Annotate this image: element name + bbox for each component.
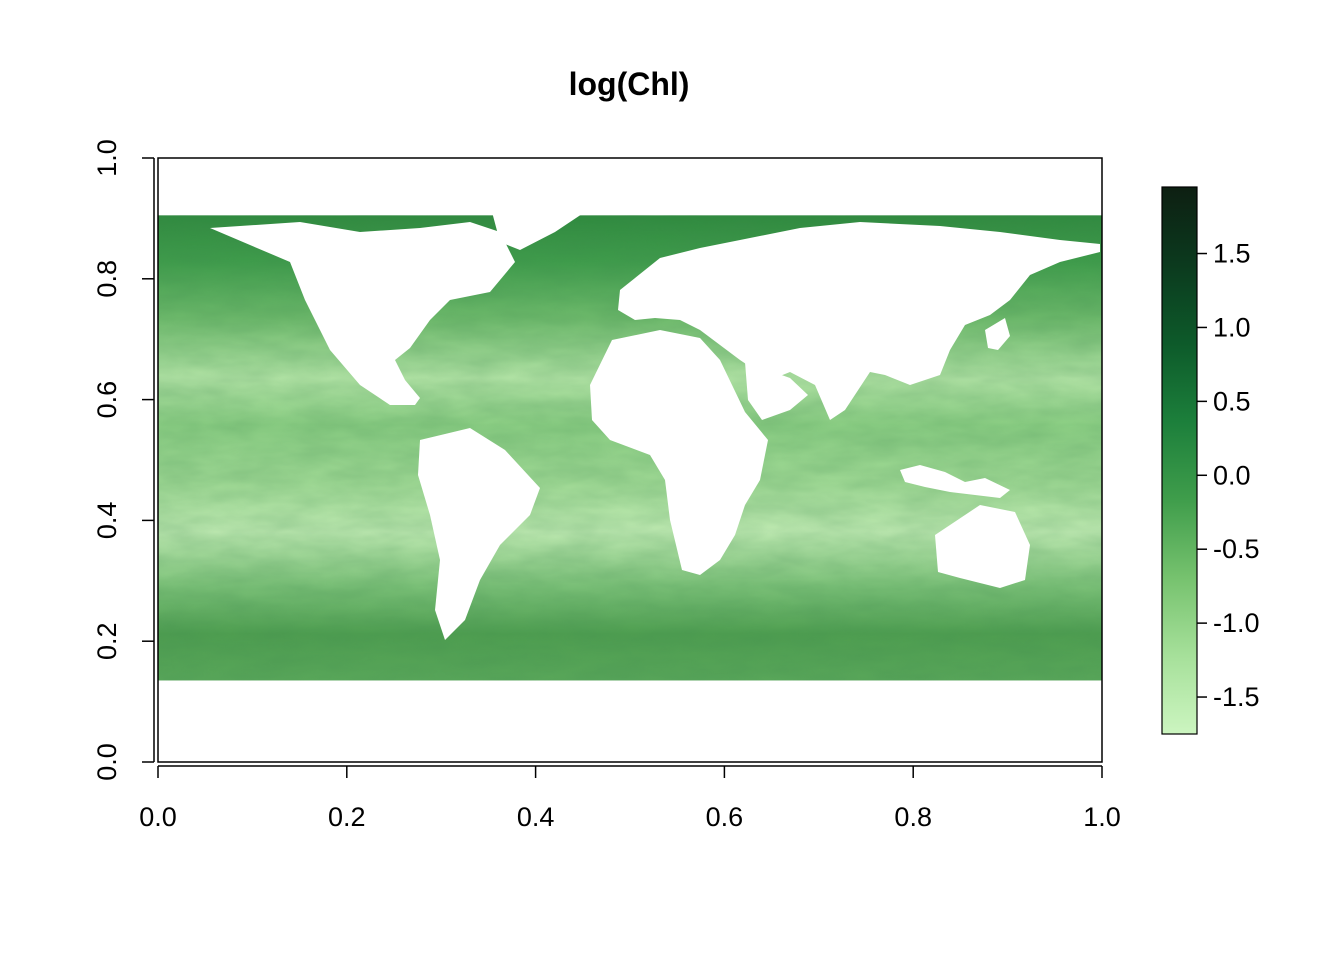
y-tick-label: 0.4 (92, 502, 122, 540)
colorbar-tick-label: -1.0 (1213, 608, 1260, 638)
land-arctic-gap (158, 158, 1102, 212)
y-tick-label: 1.0 (92, 139, 122, 177)
colorbar-tick-label: -0.5 (1213, 534, 1260, 564)
colorbar-tick-label: -1.5 (1213, 682, 1260, 712)
colorbar-tick-label: 0.5 (1213, 386, 1251, 416)
colorbar-tick-label: 1.0 (1213, 312, 1251, 342)
land-greenland (470, 178, 600, 250)
colorbar-tick-label: 1.5 (1213, 239, 1251, 269)
land-south-america (418, 428, 540, 640)
land-mask (158, 158, 1102, 760)
colorbar-axis: -1.5 -1.0 -0.5 0.0 0.5 1.0 1.5 (1197, 239, 1260, 712)
y-tick-label: 0.6 (92, 381, 122, 419)
colorbar-tick-label: 0.0 (1213, 460, 1251, 490)
y-tick-label: 0.8 (92, 260, 122, 298)
x-tick-label: 0.8 (894, 802, 932, 832)
land-australia (935, 505, 1030, 588)
colorbar: -1.5 -1.0 -0.5 0.0 0.5 1.0 1.5 (1161, 186, 1260, 735)
y-axis: 0.0 0.2 0.4 0.6 0.8 1.0 (92, 139, 155, 781)
land-north-america (210, 222, 515, 405)
x-tick-label: 1.0 (1083, 802, 1121, 832)
x-tick-label: 0.4 (517, 802, 555, 832)
land-antarctic-gap (158, 682, 1102, 760)
land-arabia (745, 362, 808, 420)
land-africa (590, 330, 768, 575)
x-axis: 0.0 0.2 0.4 0.6 0.8 1.0 (139, 765, 1121, 832)
x-tick-label: 0.2 (328, 802, 366, 832)
y-tick-label: 0.0 (92, 743, 122, 781)
land-japan (985, 318, 1010, 350)
x-tick-label: 0.6 (706, 802, 744, 832)
y-tick-label: 0.2 (92, 622, 122, 660)
land-eurasia (618, 222, 1100, 420)
colorbar-gradient (1161, 186, 1198, 735)
x-tick-label: 0.0 (139, 802, 177, 832)
land-indonesia (900, 465, 1010, 498)
plot-frame (157, 157, 1103, 763)
chart-title: log(Chl) (569, 66, 690, 102)
heatmap (158, 158, 1102, 760)
